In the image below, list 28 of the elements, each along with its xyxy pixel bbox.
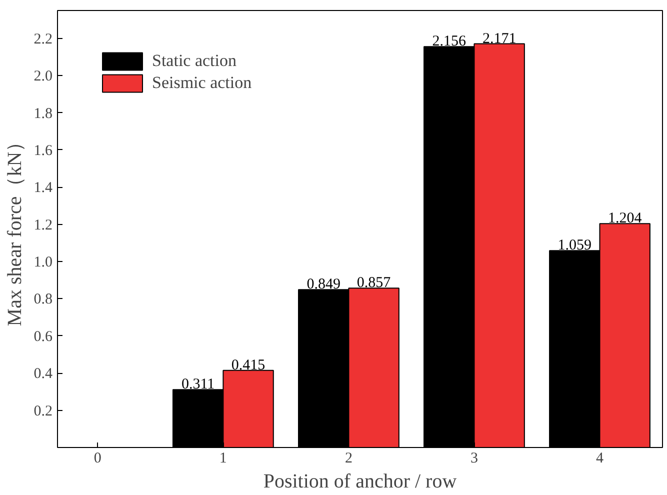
y-tick-label: 2.0 <box>34 68 52 85</box>
data-label: 1.059 <box>558 238 592 254</box>
y-tick-label: 0.8 <box>34 292 52 308</box>
x-axis-title: Position of anchor / row <box>263 470 458 492</box>
data-label: 2.156 <box>432 34 466 50</box>
y-axis-title: Max shear force（kN） <box>4 132 26 326</box>
x-tick-label: 1 <box>219 450 227 466</box>
x-tick-label: 2 <box>344 450 352 466</box>
data-label: 0.849 <box>306 276 340 293</box>
data-label: 0.857 <box>356 275 392 292</box>
x-tick-label: 3 <box>470 450 478 466</box>
legend-label: Static action <box>152 51 237 71</box>
y-tick-label: 0.2 <box>34 403 52 420</box>
x-tick-label: 4 <box>596 450 604 466</box>
y-tick-label: 1.2 <box>34 217 52 234</box>
y-tick-label: 0.6 <box>34 328 53 345</box>
y-tick-label: 0.4 <box>34 366 53 382</box>
legend-label: Seismic action <box>152 73 252 93</box>
x-tick-label: 0 <box>94 450 102 466</box>
data-label: 0.415 <box>231 357 266 374</box>
data-label: 1.204 <box>608 210 642 227</box>
y-tick-label: 1.4 <box>34 180 53 196</box>
y-tick-label: 2.2 <box>34 31 52 48</box>
y-tick-label: 1.0 <box>34 254 52 271</box>
y-tick-label: 1.6 <box>34 142 53 159</box>
data-label: 2.171 <box>482 30 516 47</box>
data-label: 0.311 <box>181 376 215 393</box>
y-tick-label: 1.8 <box>34 106 52 122</box>
